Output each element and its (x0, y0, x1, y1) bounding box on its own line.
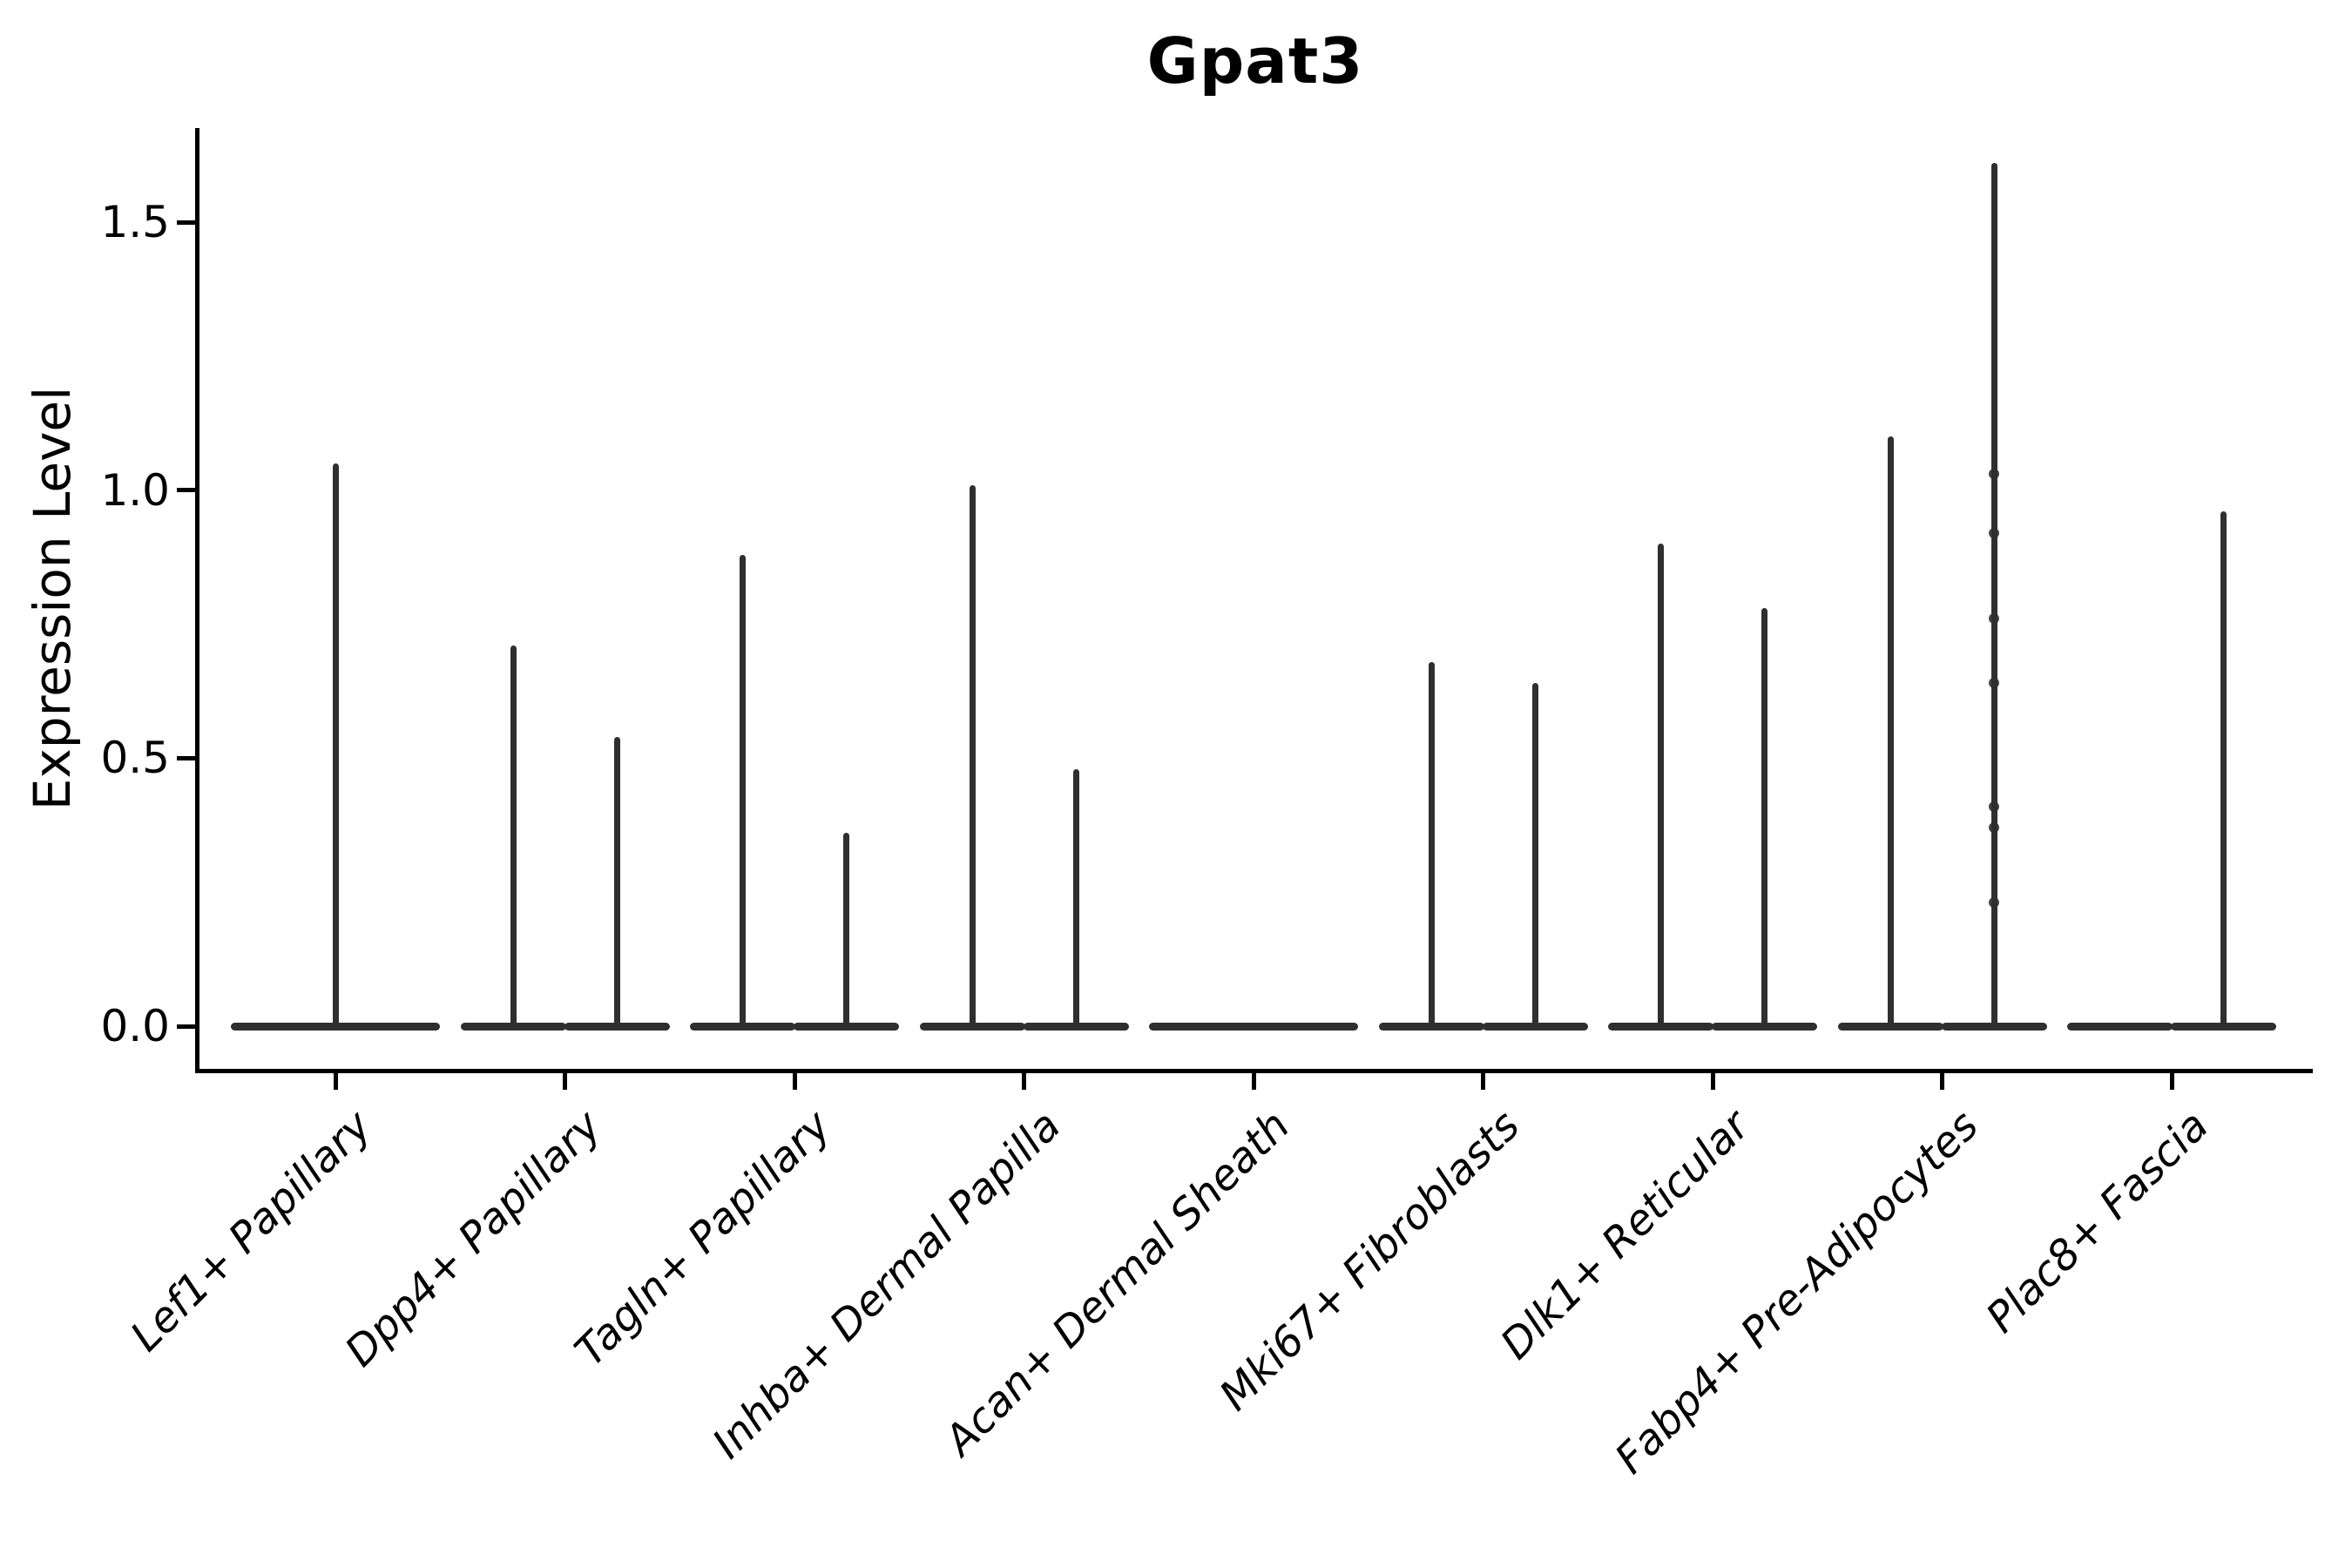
violin-spike (332, 463, 339, 1026)
y-tick-label: 1.0 (100, 464, 170, 516)
x-tick-label: Dpp4+ Papillary (335, 1101, 612, 1376)
violin-spike (1887, 436, 1894, 1026)
violin-baseline (1941, 1022, 2047, 1031)
x-tick-label: Tagln+ Papillary (565, 1101, 841, 1376)
jitter-dot (1989, 801, 1999, 812)
violin-baseline (794, 1022, 899, 1031)
x-tick (1710, 1071, 1715, 1090)
y-tick (177, 220, 196, 225)
y-tick-label: 0.5 (100, 733, 170, 784)
jitter-dot (1989, 822, 1999, 834)
x-tick (1022, 1071, 1026, 1090)
x-tick (1251, 1071, 1256, 1090)
x-tick-label: Plac8+ Fascia (1977, 1101, 2218, 1342)
violin-baseline (1023, 1022, 1129, 1031)
jitter-dot (1989, 527, 1999, 538)
violin-baseline (690, 1022, 795, 1031)
x-tick-label: Dlk1+ Reticular (1490, 1101, 1759, 1369)
x-tick (1940, 1071, 1944, 1090)
x-tick (1481, 1071, 1485, 1090)
violin-spike (1761, 608, 1767, 1026)
violin-spike (843, 833, 849, 1026)
violin-spike (1428, 661, 1435, 1026)
violin-baseline (460, 1022, 566, 1031)
violin-baseline (1378, 1022, 1484, 1031)
violin-baseline (1482, 1022, 1588, 1031)
violin-baseline (919, 1022, 1025, 1031)
violin-spike (1658, 544, 1664, 1026)
jitter-dot (1989, 678, 1999, 689)
x-tick (333, 1071, 338, 1090)
x-tick (792, 1071, 797, 1090)
violin-spike (2220, 511, 2227, 1026)
y-tick-label: 0.0 (100, 1001, 170, 1051)
violin-spike (613, 736, 620, 1026)
y-axis-line (195, 128, 199, 1073)
violin-baseline (1837, 1022, 1943, 1031)
violin-baseline (2171, 1022, 2276, 1031)
y-tick (177, 755, 196, 760)
x-tick (2169, 1071, 2174, 1090)
y-tick (177, 488, 196, 493)
jitter-dot (1989, 613, 1999, 625)
y-tick-label: 1.5 (100, 197, 170, 248)
violin-baseline (1608, 1022, 1713, 1031)
chart-title: Gpat3 (1146, 24, 1364, 98)
violin-baseline (231, 1022, 440, 1031)
violin-baseline (1712, 1022, 1817, 1031)
violin-spike (740, 554, 746, 1026)
violin-baseline (1149, 1022, 1358, 1031)
violin-baseline (564, 1022, 670, 1031)
violin-spike (969, 484, 976, 1026)
x-tick-label: Lef1+ Papillary (121, 1101, 382, 1362)
jitter-dot (1989, 897, 1999, 909)
violin-spike (1072, 768, 1079, 1026)
x-tick (563, 1071, 567, 1090)
violin-baseline (2067, 1022, 2173, 1031)
violin-spike (510, 645, 517, 1026)
y-tick (177, 1024, 196, 1029)
violin-spike (1531, 683, 1538, 1026)
violin-spike (1990, 163, 1997, 1026)
jitter-dot (1989, 469, 1999, 480)
